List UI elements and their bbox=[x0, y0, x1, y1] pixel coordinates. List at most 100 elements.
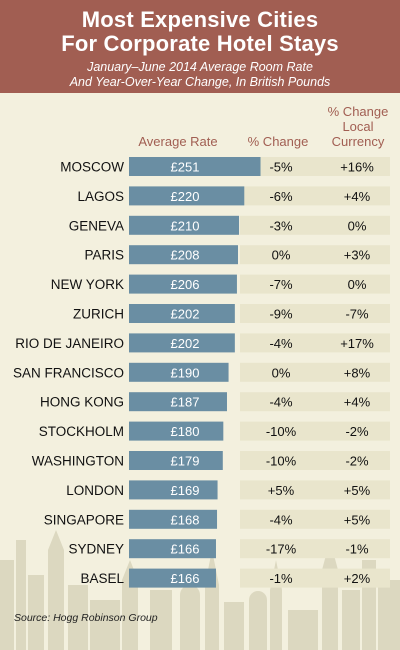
city-label: SYDNEY bbox=[68, 542, 124, 557]
pct-change-label: -1% bbox=[269, 571, 293, 586]
pct-change-local-label: -1% bbox=[345, 542, 369, 557]
title-line-1: Most Expensive Cities bbox=[81, 7, 319, 32]
bar bbox=[129, 157, 261, 176]
chart-subtitle: January–June 2014 Average Room Rate And … bbox=[0, 60, 400, 90]
value-label: £187 bbox=[171, 395, 200, 410]
row-band bbox=[240, 568, 390, 588]
pct-change-local-label: -2% bbox=[345, 424, 369, 439]
value-label: £206 bbox=[171, 277, 200, 292]
pct-change-label: -17% bbox=[266, 542, 297, 557]
bar bbox=[129, 392, 227, 412]
city-label: SAN FRANCISCO bbox=[13, 365, 124, 380]
pct-change-local-label: -7% bbox=[345, 307, 369, 322]
pct-change-local-label: +5% bbox=[344, 512, 371, 527]
bar bbox=[129, 539, 216, 559]
value-label: £202 bbox=[171, 307, 200, 322]
pct-change-label: -3% bbox=[269, 218, 293, 233]
bar bbox=[129, 304, 235, 323]
pct-change-label: -4% bbox=[269, 336, 293, 351]
bar bbox=[129, 421, 224, 441]
value-label: £168 bbox=[171, 512, 200, 527]
value-label: £166 bbox=[171, 571, 200, 586]
pct-change-label: 0% bbox=[272, 365, 291, 380]
city-label: SINGAPORE bbox=[44, 512, 124, 527]
pct-change-label: -10% bbox=[266, 424, 297, 439]
city-label: LAGOS bbox=[77, 189, 124, 204]
city-label: GENEVA bbox=[69, 218, 124, 233]
bar bbox=[129, 245, 238, 265]
row-band bbox=[240, 392, 390, 412]
value-label: £220 bbox=[171, 189, 200, 204]
pct-change-label: -9% bbox=[269, 307, 293, 322]
city-label: BASEL bbox=[80, 571, 124, 586]
city-label: PARIS bbox=[84, 248, 124, 263]
column-header-pct-change: % Change bbox=[247, 134, 309, 149]
row-band bbox=[240, 245, 390, 265]
bar bbox=[129, 215, 240, 235]
city-label: STOCKHOLM bbox=[39, 424, 124, 439]
city-label: HONG KONG bbox=[40, 395, 124, 410]
pct-change-local-label: +2% bbox=[344, 571, 371, 586]
pct-change-local-label: 0% bbox=[348, 277, 367, 292]
bar bbox=[129, 509, 218, 529]
row-band bbox=[240, 304, 390, 323]
bar bbox=[129, 186, 245, 206]
row-band bbox=[240, 157, 390, 176]
value-label: £179 bbox=[171, 454, 200, 469]
chart-title: Most Expensive Cities For Corporate Hote… bbox=[0, 0, 400, 56]
pct-change-local-label: +5% bbox=[344, 483, 371, 498]
row-band bbox=[240, 480, 390, 500]
city-label: ZURICH bbox=[73, 307, 124, 322]
pct-change-label: -6% bbox=[269, 189, 293, 204]
city-label: RIO DE JANEIRO bbox=[15, 336, 124, 351]
bar bbox=[129, 274, 237, 294]
city-label: NEW YORK bbox=[51, 277, 124, 292]
pct-change-local-label: +16% bbox=[340, 160, 374, 175]
row-band bbox=[240, 362, 390, 382]
row-band bbox=[240, 509, 390, 529]
pct-change-local-label: +4% bbox=[344, 189, 371, 204]
bar bbox=[129, 568, 216, 588]
pct-change-local-label: +17% bbox=[340, 336, 374, 351]
bar bbox=[129, 333, 235, 353]
source-note: Source: Hogg Robinson Group bbox=[14, 612, 158, 624]
value-label: £210 bbox=[171, 218, 200, 233]
city-label: MOSCOW bbox=[60, 160, 124, 175]
row-band bbox=[240, 539, 390, 559]
value-label: £166 bbox=[171, 542, 200, 557]
bar bbox=[129, 362, 229, 382]
pct-change-local-label: -2% bbox=[345, 454, 369, 469]
city-label: LONDON bbox=[66, 483, 124, 498]
column-header-pct-change-local: % Change Local Currency bbox=[318, 104, 398, 149]
pct-change-local-label: 0% bbox=[348, 218, 367, 233]
pct-change-label: -5% bbox=[269, 160, 293, 175]
local-header-line-1: % Change bbox=[327, 104, 389, 119]
pct-change-label: -10% bbox=[266, 454, 297, 469]
subtitle-line-2: And Year-Over-Year Change, In British Po… bbox=[69, 75, 331, 89]
value-label: £169 bbox=[171, 483, 200, 498]
chart-header: Most Expensive Cities For Corporate Hote… bbox=[0, 0, 400, 93]
bar bbox=[129, 480, 218, 500]
column-header-average-rate: Average Rate bbox=[138, 134, 218, 149]
pct-change-label: -7% bbox=[269, 277, 293, 292]
value-label: £190 bbox=[171, 365, 200, 380]
row-band bbox=[240, 186, 390, 206]
value-label: £180 bbox=[171, 424, 200, 439]
row-band bbox=[240, 274, 390, 294]
pct-change-label: -4% bbox=[269, 395, 293, 410]
value-label: £202 bbox=[171, 336, 200, 351]
row-band bbox=[240, 333, 390, 353]
pct-change-local-label: +4% bbox=[344, 395, 371, 410]
pct-change-label: 0% bbox=[272, 248, 291, 263]
value-label: £251 bbox=[171, 160, 200, 175]
local-header-line-3: Currency bbox=[331, 134, 385, 149]
pct-change-label: +5% bbox=[268, 483, 295, 498]
pct-change-local-label: +3% bbox=[344, 248, 371, 263]
city-label: WASHINGTON bbox=[32, 454, 124, 469]
value-label: £208 bbox=[171, 248, 200, 263]
subtitle-line-1: January–June 2014 Average Room Rate bbox=[87, 60, 313, 74]
row-band bbox=[240, 215, 390, 235]
pct-change-label: -4% bbox=[269, 512, 293, 527]
title-line-2: For Corporate Hotel Stays bbox=[61, 31, 339, 56]
